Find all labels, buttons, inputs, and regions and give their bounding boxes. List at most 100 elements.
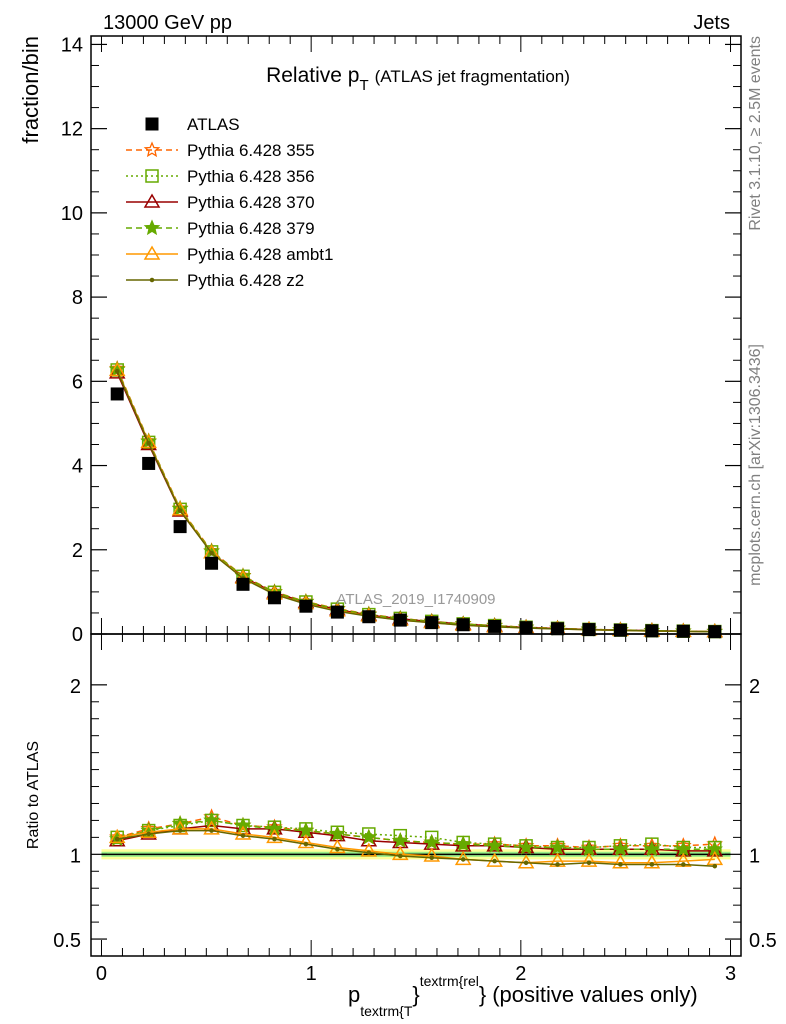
atlas-point (142, 456, 156, 470)
legend: ATLAS Pythia 6.428 355 Pythia 6.428 356 Pyt… (126, 115, 333, 290)
series-5-ratio-point (612, 854, 629, 869)
series-5-ratio-point (203, 820, 220, 835)
series-6-ratio-point (586, 860, 592, 866)
series-4-ratio-point (549, 838, 566, 855)
series-5-ratio-point (423, 847, 441, 862)
legend-marker (143, 193, 161, 208)
main-title-sub: T (359, 77, 368, 94)
main-y-tick-label: 8 (72, 287, 83, 309)
main-y-tick-label: 2 (72, 540, 83, 562)
legend-marker (143, 219, 161, 236)
x-tick-label: 3 (725, 963, 736, 985)
x-axis-brace-sub: } (412, 982, 419, 1007)
main-y-tick-label: 14 (61, 34, 83, 56)
series-4-ratio-point (360, 828, 378, 845)
series-5-ratio-point (360, 842, 378, 857)
main-title-main: Relative p (266, 64, 359, 87)
series-4-ratio-point (580, 840, 598, 857)
series-4-ratio-point (203, 811, 220, 828)
series-4-ratio-point (612, 840, 629, 857)
x-tick-label: 1 (306, 963, 317, 985)
x-axis-label-sub: textrm{T (360, 1003, 413, 1019)
atlas-point (425, 616, 439, 630)
legend-marker (145, 117, 159, 131)
main-title: Relative pT (ATLAS jet fragmentation) (266, 64, 570, 94)
series-5-ratio-point (643, 854, 661, 869)
legend-label: Pythia 6.428 355 (187, 141, 315, 160)
series-5-ratio-point (266, 828, 283, 844)
watermark: ATLAS_2019_I1740909 (336, 591, 495, 608)
ratio-ylabel: Ratio to ATLAS (25, 741, 42, 849)
atlas-point (676, 624, 690, 638)
legend-label: ATLAS (187, 115, 240, 134)
atlas-point (330, 605, 344, 619)
atlas-point (393, 613, 407, 627)
series-6-ratio-point (492, 858, 497, 864)
series-4-ratio-point (391, 832, 409, 848)
series-4-ratio-point (234, 816, 252, 833)
header-right: Jets (693, 12, 730, 34)
atlas-point (582, 623, 596, 637)
series-6-ratio-point (240, 833, 246, 838)
series-6-ratio-point (397, 853, 403, 859)
series-6-ratio-point (177, 828, 183, 833)
series-6-ratio-point (146, 831, 151, 837)
series-5-ratio-point (391, 845, 409, 861)
series-6-ratio-point (523, 860, 529, 866)
series-6-ratio-point (335, 846, 340, 852)
atlas-point (362, 610, 376, 624)
main-title-rest: (ATLAS jet fragmentation) (375, 67, 570, 86)
legend-marker (149, 277, 155, 283)
legend-marker (143, 245, 161, 260)
main-axis-ticks: 0 2 4 6 8 10 12 14 (61, 34, 741, 646)
series-6-ratio-point (681, 862, 686, 867)
series-5-ratio-point (454, 850, 472, 866)
series-6-point (146, 440, 151, 446)
ratio-uncertainty-band (101, 849, 731, 860)
x-axis-brace-sup: } (479, 982, 486, 1007)
x-axis-label-rest: (positive values only) (492, 982, 697, 1007)
series-5-ratio-point (486, 852, 503, 867)
main-ylabel: fraction/bin (18, 36, 43, 144)
atlas-point (173, 520, 187, 534)
atlas-point (267, 591, 281, 605)
series-4-ratio-point (266, 820, 283, 837)
x-axis-label-main: p (348, 982, 360, 1007)
series-5-point (140, 433, 157, 449)
x-tick-label: 0 (96, 963, 107, 985)
series-4-ratio-line (117, 819, 715, 850)
ratio-frame (90, 633, 742, 957)
legend-label: Pythia 6.428 379 (187, 219, 315, 238)
series-6-ratio-point (429, 855, 435, 861)
legend-marker (145, 169, 159, 183)
atlas-point (613, 623, 627, 637)
series-5-ratio-point (580, 852, 598, 867)
series-6-ratio-point (303, 841, 309, 847)
series-5-ratio-point (517, 854, 535, 869)
atlas-point (551, 622, 565, 636)
series-6-ratio-point (272, 836, 277, 842)
atlas-point (456, 618, 470, 632)
atlas-point (236, 577, 250, 591)
series-5-ratio-point (171, 820, 189, 835)
series-5-ratio-point (234, 825, 252, 840)
header-left: 13000 GeV pp (103, 12, 232, 34)
series-6-ratio-point (460, 857, 466, 862)
legend-label: Pythia 6.428 ambt1 (187, 245, 333, 264)
series-4-ratio-point (486, 837, 503, 853)
series-5-ratio-point (140, 823, 157, 839)
x-axis-label: ptextrm{T}textrm{rel} (positive values on… (348, 973, 698, 1019)
legend-label: Pythia 6.428 356 (187, 167, 315, 186)
series-6-ratio-point (649, 862, 655, 867)
ratio-y-tick-label-right: 2 (749, 676, 760, 698)
x-axis-label-sup: textrm{rel (420, 973, 479, 989)
main-y-tick-label: 0 (72, 624, 83, 646)
atlas-point (519, 621, 533, 635)
series-6-ratio-point (114, 836, 120, 842)
legend-marker (143, 141, 161, 158)
mcplots-label: mcplots.cern.ch [arXiv:1306.3436] (747, 344, 764, 586)
series-4-ratio-point (643, 840, 661, 857)
series-6-ratio-point (366, 850, 372, 855)
legend-label: Pythia 6.428 z2 (187, 271, 304, 290)
